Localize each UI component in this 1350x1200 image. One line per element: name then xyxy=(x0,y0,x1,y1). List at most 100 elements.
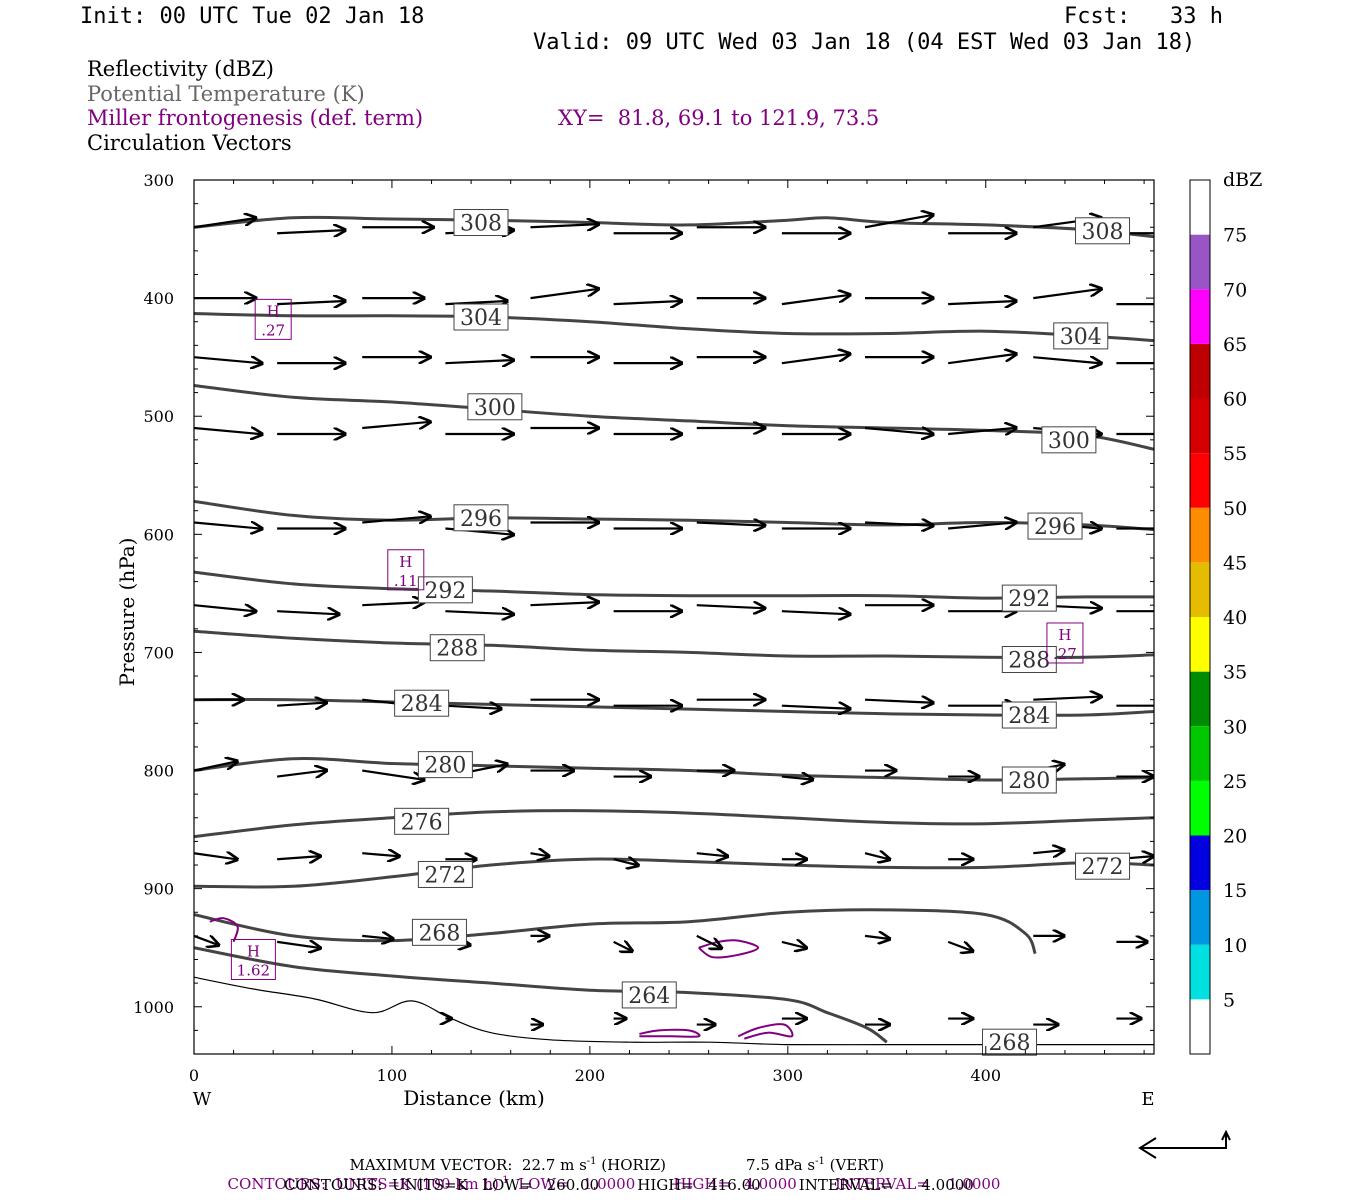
circulation-vector xyxy=(194,357,262,363)
theta-label-text: 288 xyxy=(436,637,478,662)
colorbar-tick-label: 35 xyxy=(1223,662,1247,684)
colorbar-tick-label: 50 xyxy=(1223,498,1247,520)
colorbar-tick-label: 70 xyxy=(1223,279,1247,301)
circulation-vector xyxy=(445,611,513,614)
theta-label-308: 308 xyxy=(1075,217,1131,245)
theta-label-text: 304 xyxy=(1060,325,1102,350)
fronto-max-box xyxy=(254,298,292,340)
contours-fronto-line: CONTOURS: UNITS=K (100 km h)-1 LOW= 1.00… xyxy=(218,1157,1001,1193)
theta-label-text: 292 xyxy=(424,579,466,604)
theta-label-box xyxy=(982,1028,1038,1056)
forecast-hour-label: Fcst: 33 h xyxy=(1064,4,1223,29)
theta-contour-276 xyxy=(194,809,1154,839)
circulation-vector xyxy=(277,611,339,614)
max-vector-line: MAXIMUM VECTOR: 22.7 m s-1 (HORIZ) 7.5 dP… xyxy=(340,1138,885,1174)
circulation-vector xyxy=(781,611,850,614)
theta-label-text: 268 xyxy=(418,921,460,946)
circulation-vector xyxy=(445,706,501,709)
circulation-vector xyxy=(362,516,430,522)
colorbar-segment xyxy=(1190,398,1210,454)
colorbar-segment xyxy=(1190,726,1210,781)
fronto-max-box xyxy=(230,939,276,981)
circulation-vector xyxy=(781,295,850,306)
fronto-max-box xyxy=(1046,622,1084,664)
theta-label-268: 268 xyxy=(982,1028,1038,1056)
theta-label-text: 280 xyxy=(1008,769,1050,794)
circulation-vector xyxy=(530,853,549,856)
x-tick-label: 100 xyxy=(377,1066,408,1085)
theta-label-292: 292 xyxy=(417,576,473,604)
theta-contour-272 xyxy=(194,857,1154,889)
fronto-max-box xyxy=(387,549,425,591)
max-vector-vert-exponent: -1 xyxy=(815,1156,825,1167)
circulation-vector xyxy=(864,428,933,434)
theta-label-box xyxy=(467,393,523,421)
fronto-max-marker: H1.62 xyxy=(230,939,276,981)
theta-label-text: 284 xyxy=(401,692,443,717)
cross-section-endpoints-label: XY= 81.8, 69.1 to 121.9, 73.5 xyxy=(558,106,880,130)
circulation-vector xyxy=(194,218,256,229)
colorbar-tick-label: 20 xyxy=(1223,826,1247,848)
fronto-max-value: .27 xyxy=(261,321,285,339)
fronto-max-symbol: H xyxy=(399,553,412,571)
theta-label-text: 276 xyxy=(401,810,443,835)
circulation-vector xyxy=(613,859,639,865)
theta-label-box xyxy=(621,981,677,1009)
reference-vector-icon xyxy=(1138,1129,1231,1159)
colorbar-segment xyxy=(1190,999,1210,1054)
theta-contour-300 xyxy=(194,384,1154,451)
colorbar-segment xyxy=(1190,234,1210,290)
contours-fronto-exponent: -1 xyxy=(498,1175,509,1186)
circulation-vector xyxy=(1033,850,1064,853)
colorbar-tick-label: 75 xyxy=(1223,225,1247,247)
x-axis-title: Distance (km) xyxy=(403,1086,545,1110)
circulation-vector xyxy=(781,777,813,780)
field-vectors-label: Circulation Vectors xyxy=(87,131,292,155)
fronto-max-value: 1.62 xyxy=(237,962,270,980)
theta-label-box xyxy=(1041,426,1097,454)
colorbar-segment xyxy=(1190,343,1210,399)
fronto-max-value: .27 xyxy=(1053,645,1077,663)
fronto-max-symbol: H xyxy=(247,943,260,961)
y-tick-label: 700 xyxy=(143,643,174,662)
theta-label-box xyxy=(1001,584,1057,612)
circulation-vector xyxy=(194,523,262,529)
theta-label-284: 284 xyxy=(394,689,450,717)
fronto-max-symbol: H xyxy=(267,302,280,320)
theta-label-box xyxy=(394,689,450,717)
colorbar-tick-label: 15 xyxy=(1223,880,1247,902)
circulation-vector xyxy=(194,761,237,772)
circulation-vector xyxy=(530,224,598,227)
colorbar-tick-label: 60 xyxy=(1223,389,1247,411)
colorbar-tick-label: 30 xyxy=(1223,716,1247,738)
x-tick-label: 0 xyxy=(189,1066,199,1085)
colorbar-segment xyxy=(1190,562,1210,617)
circulation-vector xyxy=(781,942,807,948)
theta-label-box xyxy=(1027,512,1083,540)
y-tick-label: 500 xyxy=(143,407,174,426)
theta-label-296: 296 xyxy=(453,504,509,532)
circulation-vector xyxy=(194,428,262,434)
colorbar-segment xyxy=(1190,780,1210,836)
theta-label-text: 300 xyxy=(1048,429,1090,454)
theta-label-284: 284 xyxy=(1001,701,1057,729)
circulation-vector xyxy=(1033,697,1101,700)
colorbar-segment xyxy=(1190,617,1210,672)
theta-label-text: 296 xyxy=(460,507,502,532)
colorbar-segment xyxy=(1190,453,1210,508)
circulation-vector xyxy=(194,936,219,945)
circulation-vector xyxy=(194,605,256,611)
theta-label-300: 300 xyxy=(1041,426,1097,454)
colorbar-tick-label: 65 xyxy=(1223,334,1247,356)
fronto-contour xyxy=(209,917,239,943)
theta-label-308: 308 xyxy=(453,209,509,237)
colorbar-tick-label: 45 xyxy=(1223,552,1247,574)
theta-label-box xyxy=(1075,852,1131,880)
y-tick-label: 600 xyxy=(143,525,174,544)
colorbar-segment xyxy=(1190,507,1210,563)
colorbar-tick-label: 25 xyxy=(1223,771,1247,793)
theta-label-272: 272 xyxy=(417,860,473,888)
theta-label-box xyxy=(417,751,473,779)
theta-label-box xyxy=(453,303,509,331)
